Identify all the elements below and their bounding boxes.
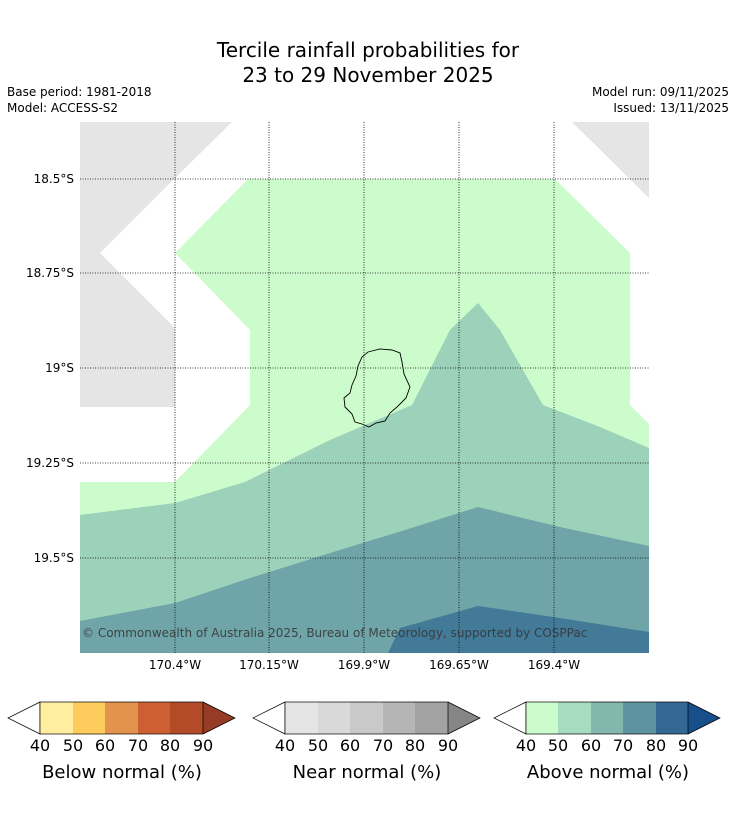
colorbar-above-normal <box>493 701 721 735</box>
colorbar-above-tick: 70 <box>612 736 634 755</box>
model-text: Model: ACCESS-S2 <box>7 101 119 115</box>
colorbar-above-max-arrow <box>688 702 720 734</box>
latitude-label: 19°S <box>45 361 74 375</box>
colorbar-above-swatch <box>591 702 623 734</box>
longitude-label: 169.4°W <box>527 658 581 672</box>
longitude-label: 170.15°W <box>239 658 299 672</box>
colorbar-above-min-arrow <box>493 701 527 735</box>
longitude-gridlines <box>174 122 555 653</box>
colorbar-below-normal <box>7 701 236 735</box>
colorbar-above-tick: 90 <box>677 736 699 755</box>
colorbar-above-outline <box>525 701 689 735</box>
island-coastline <box>343 348 411 428</box>
colorbar-below-tick: 70 <box>127 736 149 755</box>
chart-title-line-1: Tercile rainfall probabilities for <box>216 38 520 62</box>
chart-title-line-2: 23 to 29 November 2025 <box>242 63 494 87</box>
colorbar-near-title: Near normal (%) <box>292 762 442 783</box>
colorbar-near-tick: 90 <box>437 736 459 755</box>
colorbar-above-arrow-outline <box>687 701 721 735</box>
colorbar-above-tick: 80 <box>645 736 667 755</box>
base-period-text: Base period: 1981-2018 <box>7 85 152 99</box>
colorbar-near-outline <box>284 701 449 735</box>
colorbar-below-tick: 40 <box>29 736 51 755</box>
model-run-text: Model run: 09/11/2025 <box>591 85 729 99</box>
colorbar-near-min-arrow <box>252 701 286 735</box>
colorbar-below-title: Below normal (%) <box>42 762 202 783</box>
colorbar-above-swatch <box>623 702 656 734</box>
colorbar-legends <box>7 701 721 735</box>
colorbar-above-swatch <box>558 702 591 734</box>
colorbar-below-tick: 50 <box>62 736 84 755</box>
colorbar-below-outline <box>39 701 204 735</box>
colorbar-near-max-arrow <box>448 702 480 734</box>
longitude-label: 170.4°W <box>148 658 202 672</box>
colorbar-near-tick: 50 <box>307 736 329 755</box>
colorbar-near-tick: 60 <box>339 736 361 755</box>
longitude-label: 169.9°W <box>337 658 391 672</box>
colorbar-above-tick: 60 <box>580 736 602 755</box>
colorbar-near-tick: 40 <box>274 736 296 755</box>
colorbar-near-swatch <box>415 702 448 734</box>
colorbar-above-tick: 50 <box>547 736 569 755</box>
above-normal-80-region <box>388 606 649 653</box>
colorbar-above-tick: 40 <box>515 736 537 755</box>
colorbar-near-tick: 70 <box>372 736 394 755</box>
latitude-label: 18.75°S <box>26 266 74 280</box>
colorbar-below-swatch <box>40 702 73 734</box>
colorbar-below-min-arrow <box>7 701 41 735</box>
copyright-notice: © Commonwealth of Australia 2025, Bureau… <box>82 626 588 640</box>
colorbar-near-arrow-outline <box>447 701 481 735</box>
colorbar-near-tick: 80 <box>404 736 426 755</box>
colorbar-below-tick: 60 <box>94 736 116 755</box>
colorbar-below-tick: 80 <box>159 736 181 755</box>
latitude-label: 19.25°S <box>26 456 74 470</box>
latitude-label: 18.5°S <box>33 172 74 186</box>
colorbar-below-swatch <box>138 702 170 734</box>
colorbar-above-swatch <box>656 702 688 734</box>
no-data-area-west <box>80 122 232 407</box>
colorbar-below-swatch <box>73 702 105 734</box>
colorbar-below-max-arrow <box>203 702 235 734</box>
colorbar-below-swatch <box>105 702 138 734</box>
colorbar-above-title: Above normal (%) <box>526 762 690 783</box>
latitude-label: 19.5°S <box>33 551 74 565</box>
colorbar-below-tick: 90 <box>192 736 214 755</box>
colorbar-below-swatch <box>170 702 203 734</box>
colorbar-near-swatch <box>318 702 350 734</box>
no-data-area-northeast <box>572 122 649 198</box>
colorbar-below-arrow-outline <box>202 701 236 735</box>
longitude-label: 169.65°W <box>429 658 489 672</box>
issued-text: Issued: 13/11/2025 <box>613 101 729 115</box>
colorbar-near-normal <box>252 701 481 735</box>
colorbar-near-swatch <box>383 702 415 734</box>
colorbar-near-swatch <box>285 702 318 734</box>
colorbar-above-swatch <box>526 702 558 734</box>
colorbar-near-swatch <box>350 702 383 734</box>
